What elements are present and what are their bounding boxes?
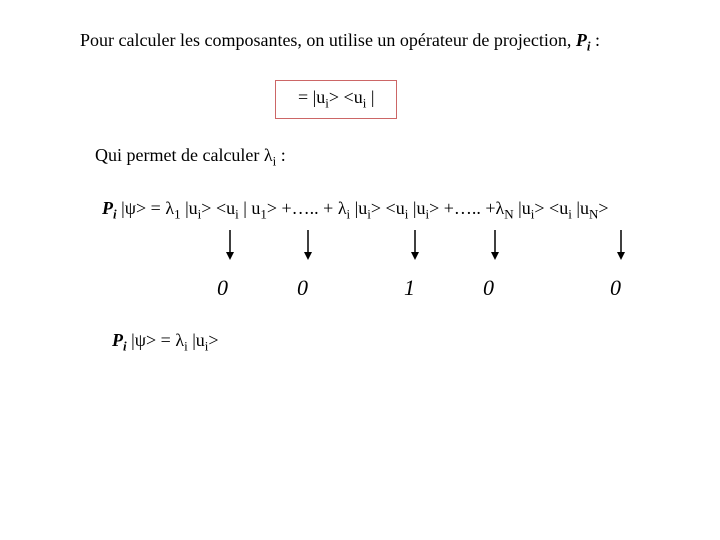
res-mid: > = bbox=[146, 330, 175, 350]
res-lambda: λ bbox=[175, 330, 184, 350]
intro-text-pre: Pour calculer les composantes, on utilis… bbox=[80, 30, 576, 50]
exp-dots2: > +….. + bbox=[429, 198, 495, 218]
exp-bra3: > <u bbox=[534, 198, 568, 218]
arrow-value: 0 bbox=[610, 275, 621, 301]
intro-line: Pour calculer les composantes, on utilis… bbox=[80, 30, 600, 55]
exp-ket-ui: |u bbox=[408, 198, 425, 218]
box-end: | bbox=[366, 87, 374, 107]
res-end: > bbox=[208, 330, 218, 350]
second-line: Qui permet de calculer λi : bbox=[95, 145, 286, 170]
exp-l1: λ bbox=[165, 198, 174, 218]
res-ket: |u bbox=[188, 330, 205, 350]
arrow-value: 0 bbox=[483, 275, 494, 301]
exp-bra1: > <u bbox=[201, 198, 235, 218]
down-arrow-icon bbox=[616, 230, 617, 256]
down-arrow-icon bbox=[225, 230, 226, 256]
expansion-line: Pi |ψ> = λ1 |ui> <ui | u1> +….. + λi |ui… bbox=[102, 198, 609, 223]
exp-li: λ bbox=[338, 198, 347, 218]
symbol-P: P bbox=[576, 30, 587, 50]
line2-pre: Qui permet de calculer bbox=[95, 145, 264, 165]
exp-ket-uN-sub: N bbox=[589, 207, 598, 222]
arrow-value: 0 bbox=[297, 275, 308, 301]
res-psi: ψ bbox=[135, 330, 146, 350]
intro-text-post: : bbox=[590, 30, 600, 50]
arrow-value: 0 bbox=[217, 275, 228, 301]
exp-ket3: |u bbox=[514, 198, 531, 218]
exp-eq: > = bbox=[136, 198, 165, 218]
down-arrow-icon bbox=[490, 230, 491, 256]
exp-ket1: |u bbox=[181, 198, 198, 218]
exp-ket-u1: | u bbox=[239, 198, 261, 218]
lambda: λ bbox=[264, 145, 273, 165]
exp-ket-uN: |u bbox=[572, 198, 589, 218]
exp-psi-1: ψ bbox=[125, 198, 136, 218]
exp-dots1: > +….. + bbox=[267, 198, 338, 218]
res-P: P bbox=[112, 330, 123, 350]
exp-P: P bbox=[102, 198, 113, 218]
box-eq: = |u bbox=[298, 87, 325, 107]
exp-close: > bbox=[598, 198, 608, 218]
down-arrow-icon bbox=[410, 230, 411, 256]
projection-operator-box: = |ui> <ui | bbox=[275, 80, 397, 119]
box-mid: > <u bbox=[329, 87, 363, 107]
exp-bra2: > <u bbox=[371, 198, 405, 218]
down-arrow-icon bbox=[303, 230, 304, 256]
exp-ket2: |u bbox=[350, 198, 367, 218]
arrow-value: 1 bbox=[404, 275, 415, 301]
exp-pipe-1: | bbox=[117, 198, 125, 218]
result-line: Pi |ψ> = λi |ui> bbox=[112, 330, 219, 355]
exp-lN-sub: N bbox=[504, 207, 513, 222]
exp-lN: λ bbox=[496, 198, 505, 218]
res-pipe: | bbox=[127, 330, 135, 350]
line2-post: : bbox=[276, 145, 286, 165]
